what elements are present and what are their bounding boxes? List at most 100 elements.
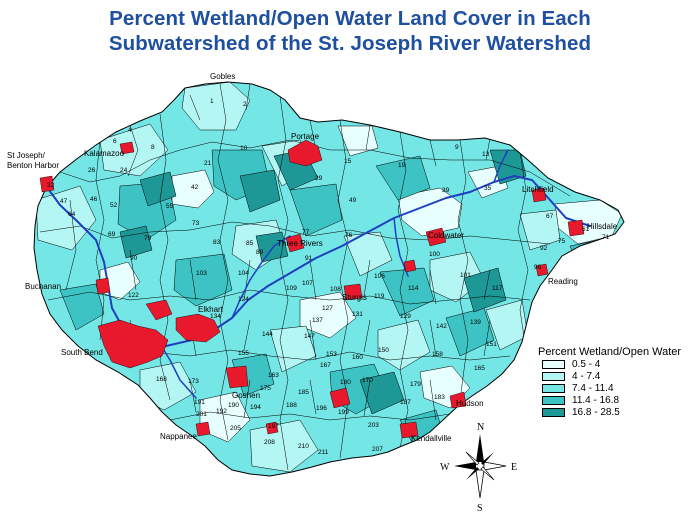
legend-item: 4 - 7.4 [532, 371, 700, 383]
compass-sw-point [466, 467, 479, 480]
compass-east-point [483, 461, 507, 471]
urban-area-hillsdale [567, 219, 585, 237]
subwatershed-number: 109 [286, 285, 297, 292]
legend-label: 0.5 - 4 [572, 359, 601, 370]
subwatershed-number: 188 [286, 402, 297, 409]
subwatershed-number: 160 [352, 354, 363, 361]
subwatershed-number: 192 [216, 408, 227, 415]
patch-class-2 [269, 325, 317, 373]
urban-area-three-rivers [285, 233, 305, 253]
city-label-kendallville: Kendallville [411, 434, 452, 443]
legend-item: 11.4 - 16.8 [532, 395, 700, 407]
subwatershed-number: 15 [344, 158, 352, 165]
subwatershed-number: 100 [429, 251, 440, 258]
subwatershed-number: 158 [432, 351, 443, 358]
subwatershed-number: 124 [238, 296, 249, 303]
boundary-line [47, 289, 531, 305]
legend-label: 7.4 - 11.4 [572, 383, 614, 394]
compass-label-e: E [511, 462, 517, 473]
subwatershed-number: 91 [305, 255, 313, 262]
subwatershed-number: 127 [322, 305, 333, 312]
subwatershed-number: 119 [374, 293, 385, 300]
subwatershed-number: 104 [238, 270, 249, 277]
city-label-portage: Portage [291, 132, 320, 141]
subwatershed-number: 61 [582, 226, 590, 233]
subwatershed-boundaries [39, 83, 571, 471]
river-tributary [231, 235, 291, 319]
subwatershed-number: 163 [268, 372, 279, 379]
legend: Percent Wetland/Open Water 0.5 - 4 4 - 7… [532, 346, 700, 419]
city-label-st-joseph-line-2: Benton Harbor [7, 161, 59, 170]
subwatershed-number: 83 [213, 239, 221, 246]
boundary-line [217, 83, 229, 441]
subwatershed-number: 75 [558, 238, 566, 245]
subwatershed-number: 2 [243, 101, 247, 108]
urban-area-small [265, 421, 279, 435]
subwatershed-number: 205 [230, 425, 241, 432]
city-label-goshen: Goshen [232, 391, 260, 400]
patch-class-4 [289, 183, 343, 237]
subwatershed-number: 47 [60, 198, 68, 205]
subwatershed-number: 201 [196, 411, 207, 418]
legend-swatch [542, 384, 565, 393]
city-label-coldwater: Coldwater [428, 231, 464, 240]
subwatershed-number: 203 [368, 422, 379, 429]
boundary-line [127, 83, 491, 177]
urban-area-reading [535, 263, 549, 277]
subwatershed-number: 197 [268, 423, 279, 430]
patch-class-5 [239, 169, 281, 213]
st-joseph-river-main [45, 175, 591, 347]
patch-class-1 [171, 169, 215, 209]
subwatershed-number: 26 [88, 167, 96, 174]
map-title-line-1: Percent Wetland/Open Water Land Cover in… [109, 7, 591, 30]
subwatershed-number: 42 [191, 184, 199, 191]
legend-title: Percent Wetland/Open Water [538, 346, 682, 358]
subwatershed-number: 191 [194, 399, 205, 406]
watershed-outline [33, 81, 625, 477]
legend-item: 7.4 - 11.4 [532, 383, 700, 395]
boundary-line [95, 139, 105, 341]
legend-swatch [542, 396, 565, 405]
subwatershed-number: 106 [374, 273, 385, 280]
city-label-three-rivers: Three Rivers [277, 239, 323, 248]
patch-class-2 [35, 185, 97, 251]
subwatershed-number: 187 [400, 399, 411, 406]
urban-area-nappanee [195, 421, 211, 437]
subwatershed-number: 139 [470, 319, 481, 326]
subwatershed-number: 183 [434, 394, 445, 401]
compass-south-point [475, 469, 485, 499]
subwatershed-polygons [33, 81, 625, 477]
subwatershed-number: 207 [372, 446, 383, 453]
subwatershed-number: 29 [315, 175, 323, 182]
boundary-line [397, 131, 409, 449]
river-tributary [393, 217, 409, 277]
boundary-line [457, 139, 469, 401]
subwatershed-number: 6 [113, 138, 117, 145]
subwatershed-number: 73 [192, 220, 200, 227]
city-label-st-joseph-line-1: St Joseph/ [7, 151, 46, 160]
city-label-gobles: Gobles [210, 72, 235, 81]
patch-class-5 [463, 267, 507, 313]
compass-west-point [454, 462, 476, 470]
patch-class-2 [343, 231, 393, 277]
subwatershed-number: 179 [410, 381, 421, 388]
boundary-line [189, 379, 437, 421]
patch-class-5 [359, 371, 405, 415]
legend-swatch [542, 372, 565, 381]
urban-area-small [119, 141, 135, 155]
subwatershed-number: 4 [128, 127, 132, 134]
compass-label-s: S [477, 503, 483, 514]
subwatershed-number: 79 [144, 235, 152, 242]
urban-area-elkhart [175, 313, 221, 343]
subwatershed-number: 147 [304, 333, 315, 340]
subwatershed-number: 101 [460, 272, 471, 279]
city-label-hudson: Hudson [456, 399, 484, 408]
city-label-reading: Reading [548, 277, 578, 286]
subwatershed-number: 211 [318, 449, 329, 456]
urban-area-kendallville [399, 421, 419, 439]
subwatershed-number: 185 [298, 389, 309, 396]
legend-item: 16.8 - 28.5 [532, 407, 700, 419]
patch-class-1 [397, 187, 463, 237]
subwatershed-number: 19 [398, 162, 406, 169]
